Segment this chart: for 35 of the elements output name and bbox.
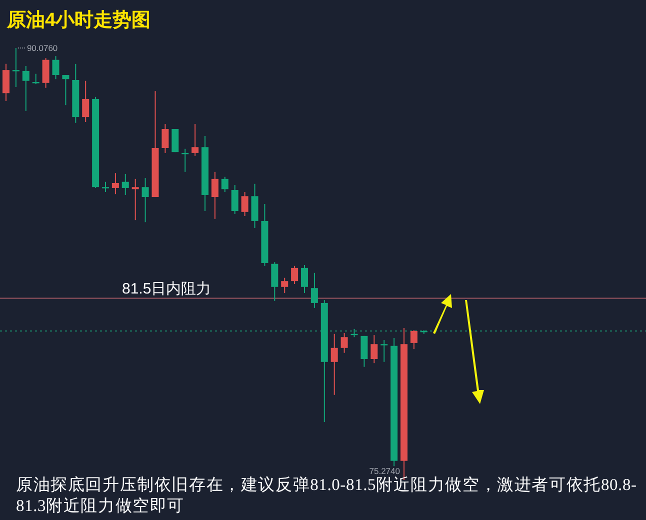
candlestick xyxy=(112,172,119,195)
candlestick xyxy=(192,124,199,156)
candlestick xyxy=(241,192,248,216)
candlestick xyxy=(2,63,10,102)
candlestick xyxy=(172,128,179,153)
candlestick xyxy=(52,56,60,80)
candlestick xyxy=(310,272,318,308)
candlestick xyxy=(271,262,278,302)
candlestick xyxy=(380,340,388,362)
annotation: 原油探底回升压制依旧存在，建议反弹81.0-81.5附近阻力做空，激进者可依托80.8-81.3附近阻力做空即可 xyxy=(16,474,638,516)
candlestick xyxy=(340,332,348,354)
candlestick xyxy=(360,335,368,368)
candlestick xyxy=(301,264,308,294)
candlestick xyxy=(122,173,129,196)
candlestick xyxy=(132,178,139,221)
candlestick xyxy=(330,333,338,396)
annotation: 75.2740 xyxy=(369,466,400,476)
annotation: 90.0760 xyxy=(26,43,58,53)
chart-title: 原油4小时走势图 xyxy=(6,9,151,31)
candlestick xyxy=(410,330,418,350)
candlestick xyxy=(82,80,90,123)
candlestick xyxy=(370,334,378,364)
candlestick xyxy=(22,65,30,112)
candlestick xyxy=(42,58,50,88)
candlestick xyxy=(12,48,20,88)
ref-line-label: 81.5日内阻力 xyxy=(122,280,212,298)
candlestick xyxy=(102,181,109,193)
candlestick xyxy=(162,124,169,154)
candlestick xyxy=(211,171,218,220)
candlestick xyxy=(142,178,149,223)
candlestick xyxy=(281,277,288,294)
candlestick xyxy=(231,184,238,214)
candlestick xyxy=(62,74,70,106)
candlestick xyxy=(291,265,298,284)
candlestick xyxy=(221,176,228,193)
